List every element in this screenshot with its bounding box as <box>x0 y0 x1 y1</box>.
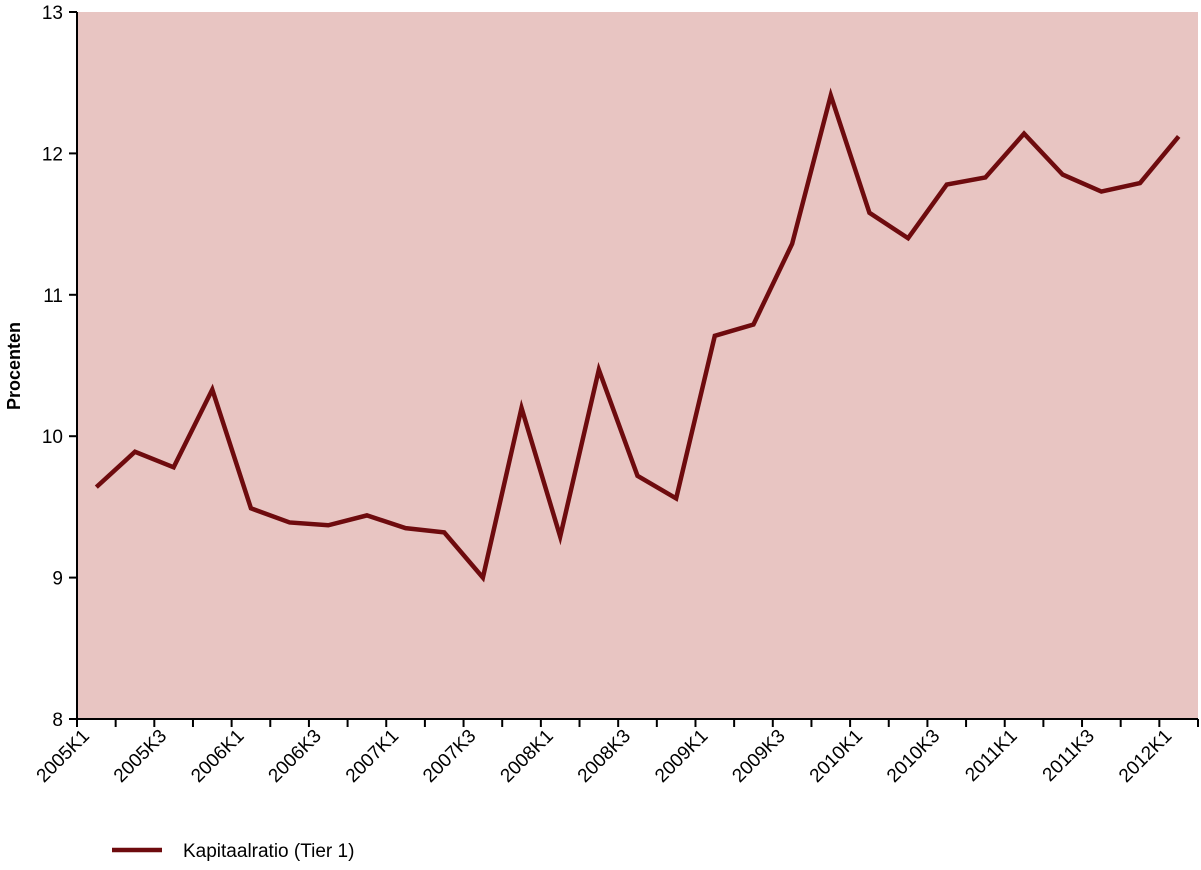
x-tick-label: 2007K1 <box>342 726 403 787</box>
x-tick-label: 2006K3 <box>265 726 326 787</box>
y-tick-label: 12 <box>42 144 63 165</box>
x-tick-label: 2010K1 <box>806 726 867 787</box>
x-tick-label: 2008K1 <box>497 726 558 787</box>
y-axis-label: Procenten <box>4 322 24 410</box>
y-tick-label: 11 <box>43 286 63 307</box>
y-tick-label: 10 <box>42 427 63 448</box>
x-tick-label: 2005K3 <box>110 726 171 787</box>
x-tick-label: 2007K3 <box>419 726 480 787</box>
x-tick-label: 2011K3 <box>1039 726 1099 786</box>
x-tick-label: 2011K1 <box>961 726 1021 786</box>
x-tick-label: 2012K1 <box>1115 726 1176 787</box>
x-tick-label: 2005K1 <box>33 726 94 787</box>
x-tick-label: 2006K1 <box>187 726 248 787</box>
plot-background <box>77 12 1198 719</box>
line-series <box>94 87 1181 583</box>
y-tick-label: 9 <box>52 569 63 590</box>
y-tick-label: 13 <box>42 3 63 24</box>
x-tick-label: 2008K3 <box>574 726 635 787</box>
legend-label: Kapitaalratio (Tier 1) <box>183 841 354 862</box>
x-tick-label: 2009K3 <box>728 726 789 787</box>
x-tick-label: 2009K1 <box>651 726 712 787</box>
x-tick-label: 2010K3 <box>883 726 944 787</box>
y-tick-label: 8 <box>52 710 63 731</box>
